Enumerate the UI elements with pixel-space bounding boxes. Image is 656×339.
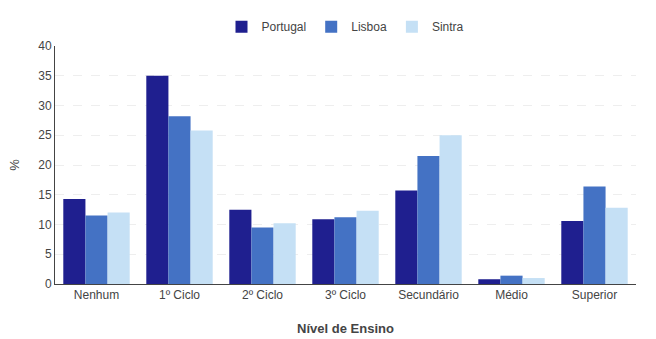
svg-text:Nível de Ensino: Nível de Ensino	[297, 321, 394, 336]
svg-text:30: 30	[38, 99, 52, 113]
svg-text:40: 40	[38, 39, 52, 53]
svg-text:0: 0	[45, 277, 52, 291]
svg-text:Médio: Médio	[495, 288, 528, 302]
svg-text:Nenhum: Nenhum	[74, 288, 119, 302]
svg-text:25: 25	[38, 128, 52, 142]
svg-text:20: 20	[38, 158, 52, 172]
svg-text:3º Ciclo: 3º Ciclo	[325, 288, 366, 302]
svg-text:Lisboa: Lisboa	[351, 20, 387, 34]
svg-text:%: %	[7, 159, 22, 171]
svg-text:5: 5	[45, 247, 52, 261]
svg-text:1º Ciclo: 1º Ciclo	[159, 288, 200, 302]
svg-text:Sintra: Sintra	[432, 20, 464, 34]
svg-text:15: 15	[38, 188, 52, 202]
svg-text:Portugal: Portugal	[262, 20, 307, 34]
svg-text:10: 10	[38, 218, 52, 232]
svg-text:2º Ciclo: 2º Ciclo	[242, 288, 283, 302]
svg-text:Superior: Superior	[572, 288, 617, 302]
svg-text:35: 35	[38, 69, 52, 83]
svg-text:Secundário: Secundário	[398, 288, 459, 302]
